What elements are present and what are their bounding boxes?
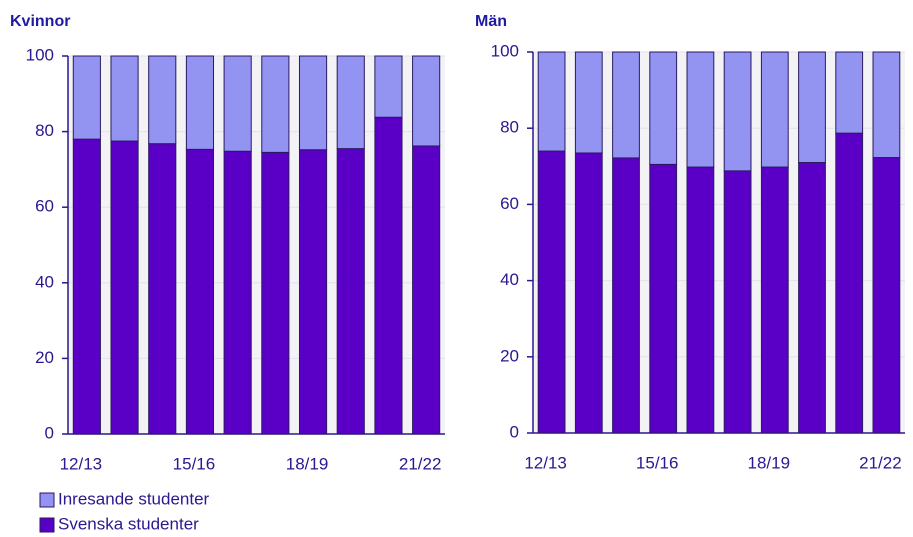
bar-segment	[760, 51, 789, 168]
bar-segment	[872, 51, 901, 159]
bar-segment	[148, 143, 177, 435]
y-tick-label: 20	[35, 348, 54, 367]
bar-segment	[574, 152, 603, 434]
bar-segment	[723, 51, 752, 172]
bar-segment	[612, 157, 640, 434]
y-tick-label: 60	[35, 197, 54, 216]
x-tick-label: 12/13	[524, 453, 567, 472]
bar-segment	[374, 55, 403, 118]
bar-segment	[723, 170, 752, 434]
bar-segment	[223, 55, 252, 152]
x-tick-label: 12/13	[60, 454, 103, 473]
legend-swatch	[39, 517, 55, 533]
y-tick-label: 80	[500, 118, 519, 137]
y-tick-label: 0	[510, 422, 519, 441]
x-tick-label: 18/19	[286, 454, 329, 473]
bar-segment	[835, 132, 864, 434]
bar-segment	[537, 150, 566, 434]
y-tick-label: 0	[45, 423, 54, 442]
bar-segment	[798, 51, 826, 163]
bar-segment	[185, 55, 215, 150]
bar-segment	[110, 55, 139, 142]
bar-segment	[412, 145, 441, 435]
bar-segment	[72, 138, 101, 435]
bar-segment	[574, 51, 603, 154]
bar-segment	[686, 166, 715, 434]
bar-segment	[649, 51, 678, 165]
x-tick-label: 15/16	[173, 454, 216, 473]
bar-segment	[110, 140, 139, 435]
bar-segment	[760, 166, 789, 434]
bar-segment	[537, 51, 566, 152]
bar-segment	[798, 161, 826, 434]
bar-segment	[261, 55, 290, 153]
bar-segment	[835, 51, 864, 134]
bar-segment	[412, 55, 441, 147]
x-tick-label: 21/22	[859, 453, 902, 472]
bar-segment	[872, 157, 901, 434]
bar-segment	[336, 55, 365, 150]
bar-segment	[298, 149, 328, 435]
bar-segment	[298, 55, 328, 151]
bar-segment	[223, 150, 252, 435]
chart-title: Män	[475, 13, 507, 30]
y-tick-label: 20	[500, 346, 519, 365]
x-tick-label: 15/16	[636, 453, 679, 472]
y-tick-label: 40	[35, 272, 54, 291]
y-tick-label: 40	[500, 270, 519, 289]
y-tick-label: 60	[500, 194, 519, 213]
chart-title: Kvinnor	[10, 13, 70, 30]
bar-segment	[72, 55, 101, 140]
bar-segment	[686, 51, 715, 168]
x-tick-label: 18/19	[748, 453, 791, 472]
legend-label: Inresande studenter	[58, 489, 210, 508]
x-tick-label: 21/22	[399, 454, 442, 473]
bar-segment	[649, 163, 678, 434]
bar-segment	[374, 116, 403, 435]
legend-label: Svenska studenter	[58, 514, 199, 533]
bar-segment	[148, 55, 177, 145]
legend-swatch	[39, 492, 55, 508]
y-tick-label: 100	[491, 41, 519, 60]
bar-segment	[261, 151, 290, 435]
bar-segment	[336, 148, 365, 435]
bar-segment	[185, 148, 215, 435]
bar-segment	[612, 51, 640, 159]
y-tick-label: 100	[26, 45, 54, 64]
y-tick-label: 80	[35, 121, 54, 140]
